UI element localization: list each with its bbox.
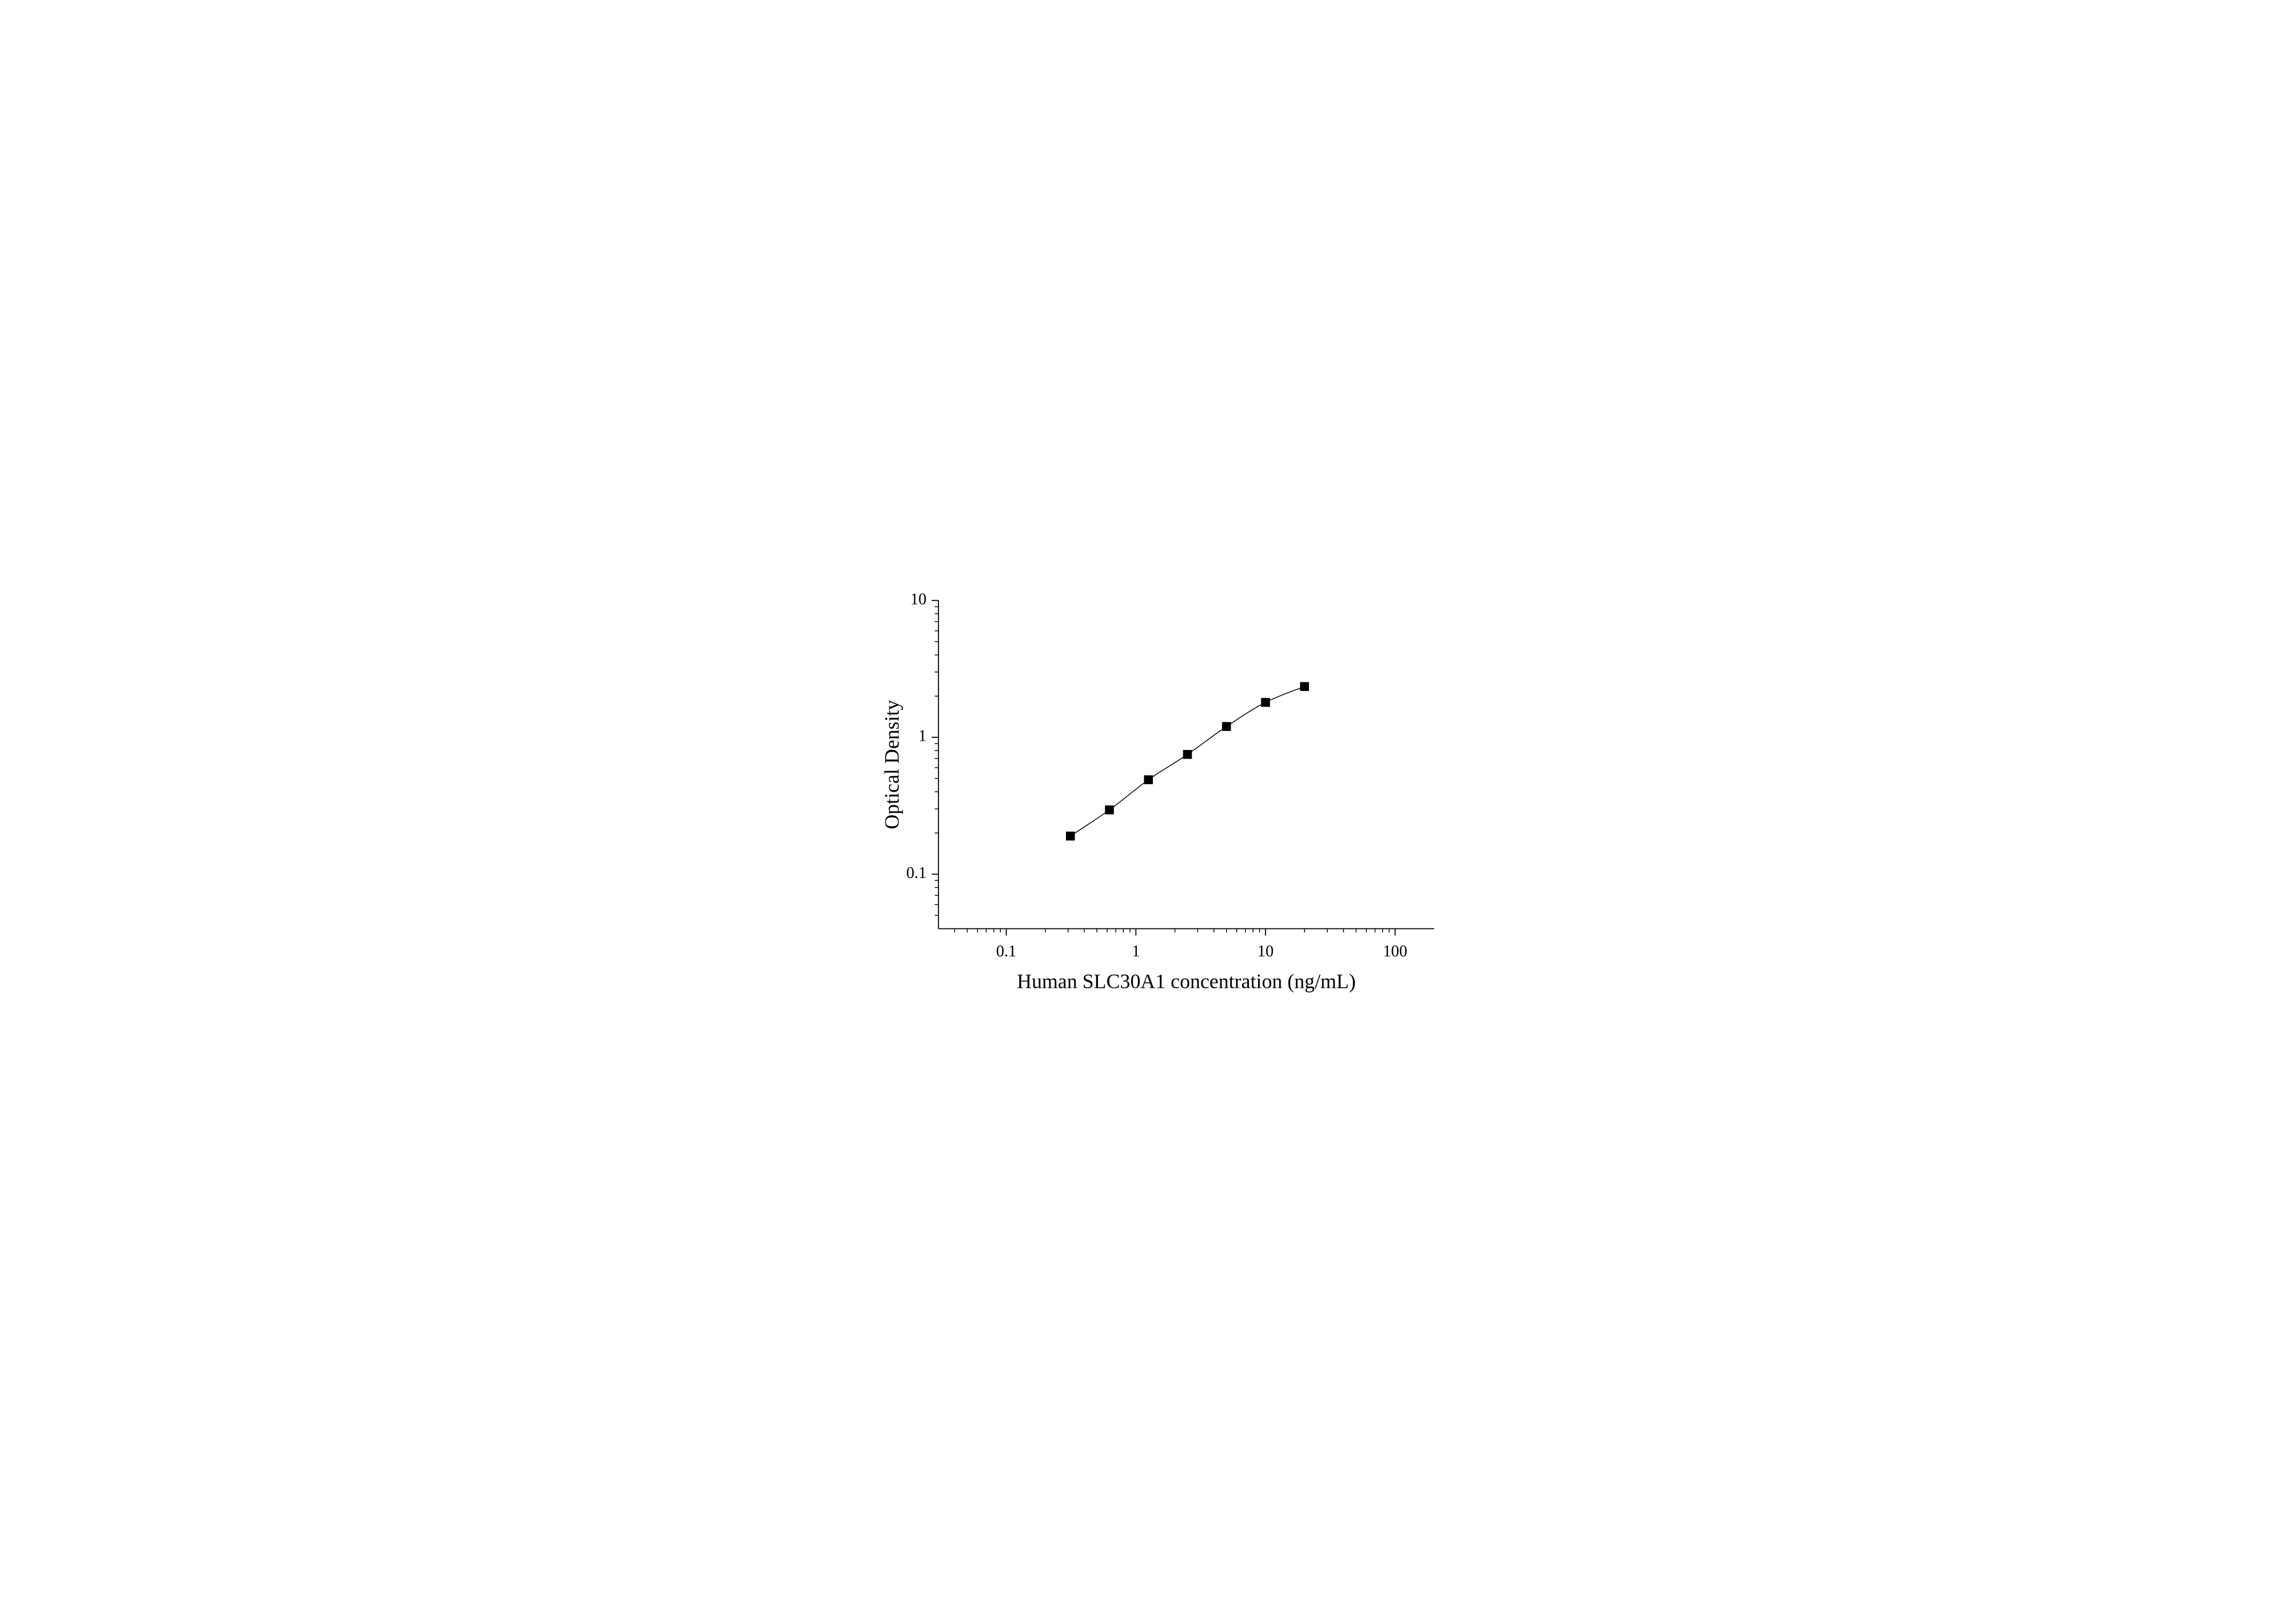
data-point-marker — [1221, 722, 1231, 731]
data-point-marker — [1105, 805, 1114, 815]
x-tick-label: 1 — [1132, 943, 1140, 960]
data-point-marker — [1066, 832, 1075, 841]
data-point-marker — [1144, 775, 1153, 784]
data-point-marker — [1300, 682, 1309, 691]
y-tick-label: 10 — [910, 590, 926, 608]
chart-container: 0.1 1 10 100 Human SLC30A1 concentration (ng… — [805, 563, 1491, 1043]
x-tick-label: 0.1 — [996, 943, 1016, 960]
x-tick-label: 10 — [1257, 943, 1273, 960]
data-point-marker — [1183, 750, 1192, 759]
x-axis-label: Human SLC30A1 concentration (ng/mL) — [1017, 970, 1356, 992]
standard-curve-chart: 0.1 1 10 100 Human SLC30A1 concentration (ng… — [805, 563, 1491, 1043]
y-axis-label: Optical Density — [880, 700, 903, 829]
data-point-marker — [1261, 698, 1270, 707]
y-tick-label: 1 — [918, 727, 926, 745]
x-tick-label: 100 — [1383, 943, 1407, 960]
y-tick-label: 0.1 — [906, 864, 926, 882]
